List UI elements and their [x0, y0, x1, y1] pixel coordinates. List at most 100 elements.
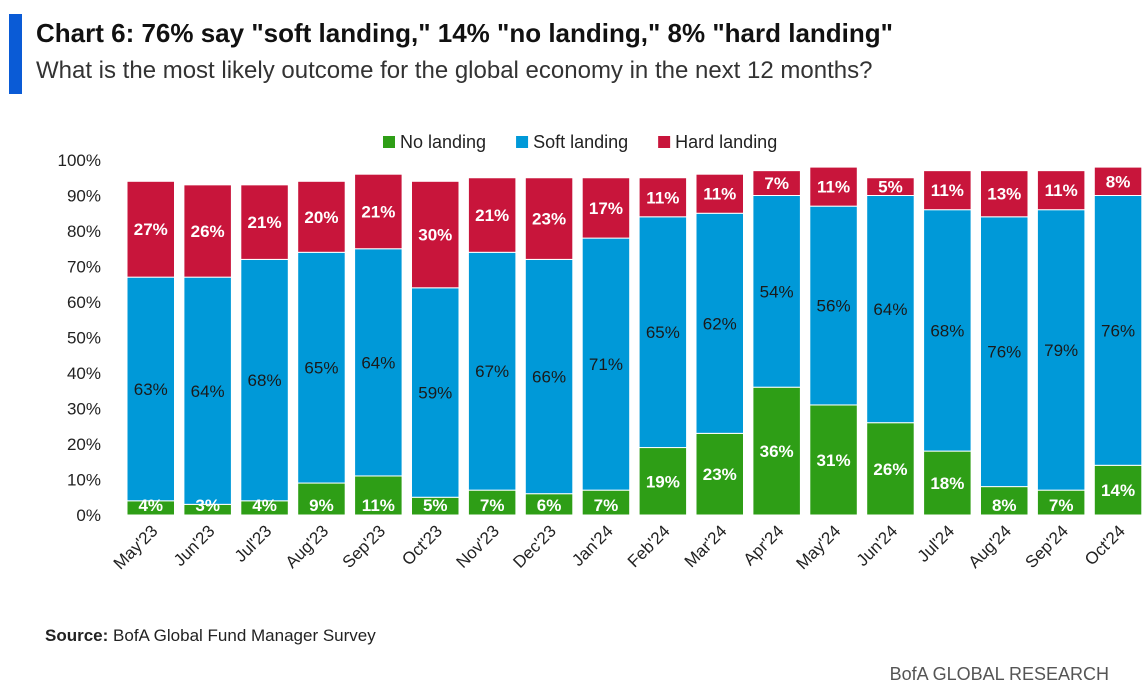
- bar-segment: [866, 177, 915, 196]
- data-label-hard-landing: 26%: [191, 222, 225, 241]
- data-label-soft-landing: 62%: [703, 314, 737, 333]
- brand-label: BofA GLOBAL RESEARCH: [889, 664, 1109, 684]
- legend-swatch: [658, 136, 671, 148]
- x-tick-label: Nov'23: [452, 521, 502, 571]
- data-label-soft-landing: 65%: [646, 323, 680, 342]
- data-label-hard-landing: 21%: [361, 202, 395, 221]
- chart-title: Chart 6: 76% say "soft landing," 14% "no…: [36, 18, 893, 48]
- data-label-hard-landing: 21%: [475, 206, 509, 225]
- bar-segment: [752, 195, 801, 388]
- source-label: Source:: [45, 626, 109, 645]
- data-label-no-landing: 4%: [138, 496, 163, 515]
- data-label-no-landing: 7%: [480, 496, 505, 515]
- legend-label: Soft landing: [533, 132, 628, 152]
- x-tick-label: Jan'24: [568, 521, 616, 569]
- x-tick-label: Jun'24: [853, 521, 901, 569]
- data-label-no-landing: 19%: [646, 472, 680, 491]
- data-label-soft-landing: 79%: [1044, 341, 1078, 360]
- source-note: Source: BofA Global Fund Manager Survey: [45, 626, 376, 646]
- bar-segment: [411, 180, 460, 289]
- bar-segment: [752, 386, 801, 516]
- bar-segment: [1036, 170, 1086, 211]
- bar-segment: [809, 166, 858, 207]
- data-label-hard-landing: 30%: [418, 226, 452, 245]
- x-tick-label: Aug'23: [282, 521, 332, 571]
- y-tick-label: 30%: [67, 400, 101, 419]
- data-label-soft-landing: 59%: [418, 384, 452, 403]
- data-label-no-landing: 23%: [703, 465, 737, 484]
- y-tick-label: 0%: [76, 506, 101, 525]
- y-tick-label: 70%: [67, 258, 101, 277]
- bar-segment: [1036, 489, 1086, 516]
- data-label-hard-landing: 17%: [589, 199, 623, 218]
- data-label-soft-landing: 71%: [589, 355, 623, 374]
- y-tick-label: 20%: [67, 435, 101, 454]
- bar-segment: [581, 489, 631, 516]
- x-tick-label: Sep'23: [339, 521, 389, 571]
- stacked-bar-chart: 0% 10% 20% 30% 40% 50% 60% 70% 80% 90% 100% No land…: [58, 132, 1143, 573]
- legend-label: Hard landing: [675, 132, 777, 152]
- data-label-no-landing: 31%: [817, 451, 851, 470]
- bar-segment: [297, 251, 346, 484]
- data-label-hard-landing: 21%: [248, 213, 282, 232]
- data-label-hard-landing: 11%: [931, 181, 964, 200]
- bar-segment: [809, 404, 858, 516]
- y-tick-label: 90%: [67, 187, 101, 206]
- legend-swatch: [383, 136, 395, 148]
- data-label-hard-landing: 8%: [1106, 172, 1131, 191]
- data-label-hard-landing: 7%: [764, 174, 789, 193]
- y-tick-label: 40%: [67, 364, 101, 383]
- data-label-no-landing: 26%: [873, 460, 907, 479]
- bar-segment: [695, 432, 744, 516]
- data-label-no-landing: 3%: [195, 496, 220, 515]
- x-tick-label: Feb'24: [624, 521, 674, 571]
- x-tick-label: Mar'24: [681, 521, 731, 571]
- data-label-hard-landing: 27%: [134, 220, 168, 239]
- bar-segment: [581, 237, 631, 491]
- legend-label: No landing: [400, 132, 486, 152]
- x-tick-label: Sep'24: [1021, 521, 1071, 571]
- bar-segment: [1093, 195, 1143, 466]
- y-tick-label: 10%: [67, 471, 101, 490]
- data-label-soft-landing: 68%: [248, 371, 282, 390]
- data-label-soft-landing: 56%: [817, 297, 851, 316]
- bar-segment: [126, 180, 175, 278]
- bar-segment: [183, 276, 232, 505]
- x-tick-label: Aug'24: [965, 521, 1015, 571]
- bar-segment: [354, 173, 403, 250]
- bar-segment: [638, 177, 688, 218]
- x-tick-label: Oct'24: [1081, 521, 1129, 569]
- data-label-soft-landing: 54%: [760, 282, 794, 301]
- x-tick-label: Oct'23: [398, 521, 446, 569]
- bar-segment: [980, 486, 1029, 516]
- bar-segment: [183, 184, 232, 278]
- bar-segment: [866, 195, 915, 424]
- bar-segment: [467, 251, 517, 491]
- bar-segment: [524, 258, 574, 495]
- bar-segment: [524, 177, 574, 260]
- data-label-no-landing: 18%: [930, 474, 964, 493]
- bar-segment: [411, 287, 460, 498]
- y-tick-label: 100%: [58, 151, 101, 170]
- bar-segment: [467, 489, 517, 516]
- x-tick-label: Apr'24: [740, 521, 788, 569]
- data-label-soft-landing: 64%: [361, 353, 395, 372]
- bar-segment: [467, 177, 517, 253]
- bar-segment: [240, 184, 289, 260]
- data-label-soft-landing: 63%: [134, 380, 168, 399]
- data-label-hard-landing: 11%: [703, 185, 736, 204]
- x-tick-label: Dec'23: [509, 521, 559, 571]
- y-tick-label: 80%: [67, 222, 101, 241]
- data-label-no-landing: 36%: [760, 442, 794, 461]
- bar-segment: [866, 422, 915, 516]
- data-label-soft-landing: 76%: [1101, 321, 1135, 340]
- x-tick-label: May'24: [793, 521, 845, 573]
- x-tick-label: May'23: [110, 521, 162, 573]
- data-label-hard-landing: 11%: [1045, 181, 1078, 200]
- data-label-soft-landing: 68%: [930, 321, 964, 340]
- data-label-hard-landing: 11%: [646, 188, 679, 207]
- data-label-no-landing: 7%: [594, 496, 619, 515]
- data-label-no-landing: 11%: [362, 496, 395, 515]
- data-label-no-landing: 14%: [1101, 481, 1135, 500]
- bar-segment: [638, 216, 688, 449]
